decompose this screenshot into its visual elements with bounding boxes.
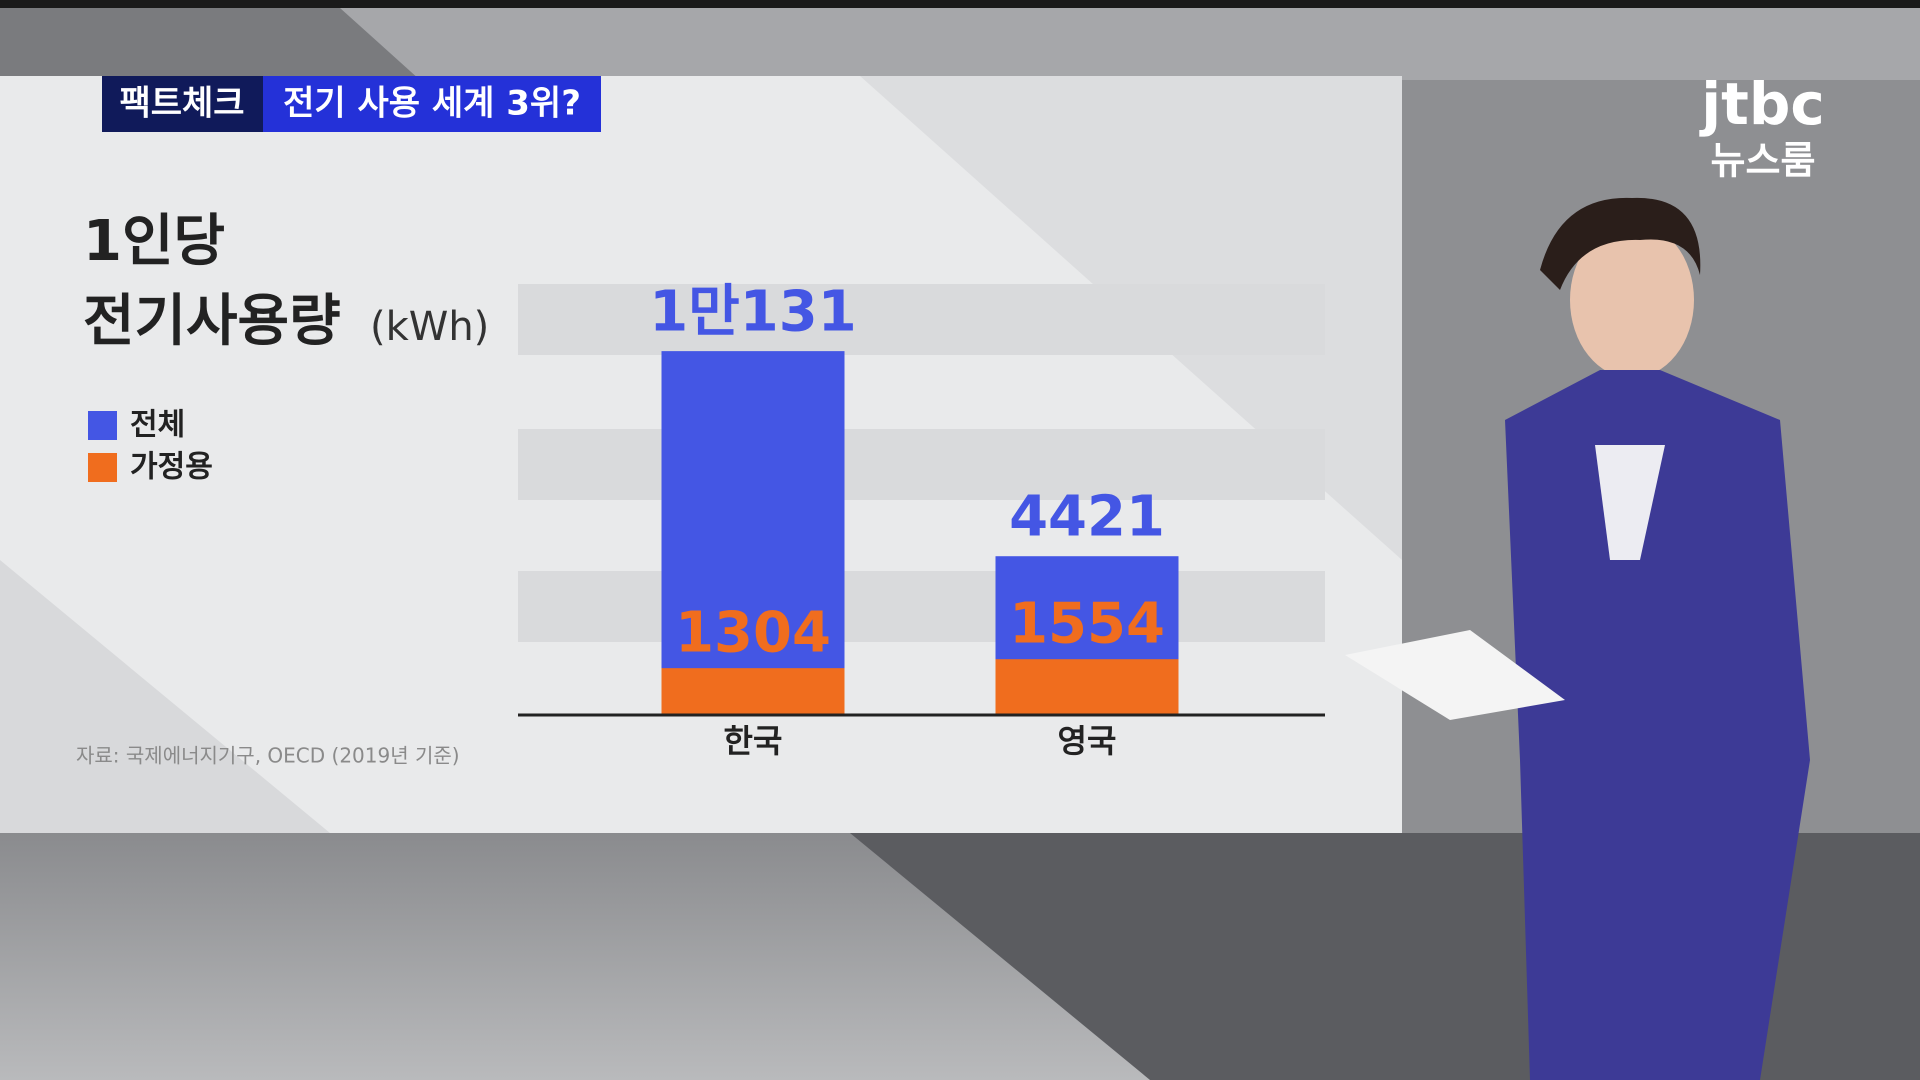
value-label: 1만131 — [649, 279, 856, 344]
band — [518, 284, 1325, 355]
band — [518, 571, 1325, 642]
presenter-shirt — [1595, 445, 1665, 560]
source-note: 자료: 국제에너지기구, OECD (2019년 기준) — [76, 744, 460, 768]
banner-headline-bg — [263, 76, 601, 132]
top-edge — [0, 0, 1920, 8]
x-tick-label: 영국 — [1058, 722, 1117, 760]
presenter-paper — [1345, 630, 1565, 720]
wall-stripe — [340, 8, 1920, 80]
logo-program: 뉴스룸 — [1711, 139, 1816, 183]
legend-label: 가정용 — [130, 450, 213, 485]
bar — [661, 668, 845, 715]
legend-swatch — [88, 453, 117, 482]
panel-shape — [0, 560, 330, 833]
presenter-hair — [1540, 197, 1701, 290]
presenter-face — [1570, 222, 1694, 378]
presenter — [1345, 197, 1810, 1080]
legend-label: 전체 — [130, 408, 185, 443]
banner-headline: 전기 사용 세계 3위? — [283, 84, 581, 124]
chart-title: 1인당 — [83, 209, 225, 274]
x-tick-label: 한국 — [724, 722, 783, 760]
banner-tag-bg — [102, 76, 263, 132]
unit-label: (kWh) — [370, 304, 489, 350]
legend-swatch — [88, 411, 117, 440]
band — [518, 429, 1325, 500]
logo-brand: jtbc — [1699, 70, 1825, 138]
bar — [995, 659, 1179, 715]
presenter-suit — [1505, 370, 1810, 1080]
bar — [661, 351, 845, 715]
banner-tag: 팩트체크 — [119, 84, 244, 124]
value-label: 1554 — [1009, 591, 1165, 656]
value-label: 1304 — [675, 600, 831, 665]
value-label: 4421 — [1009, 484, 1165, 549]
chart-title: 전기사용량 — [83, 289, 341, 354]
